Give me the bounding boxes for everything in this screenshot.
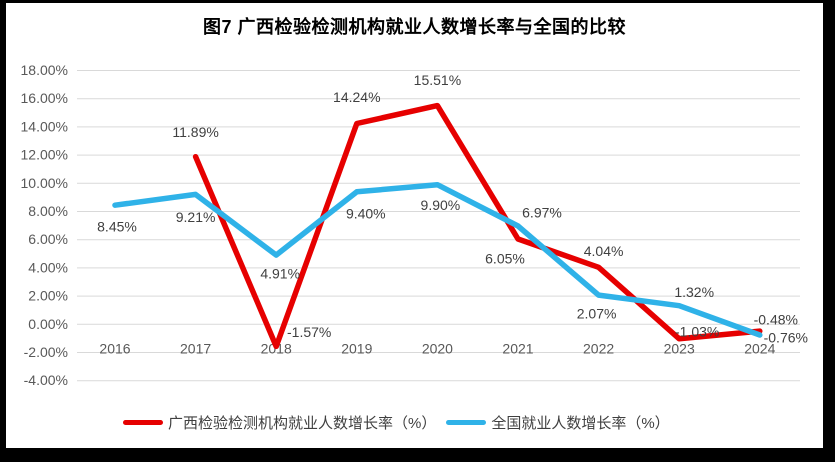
y-axis-tick-label: 12.00% (21, 147, 68, 163)
data-label: 8.45% (97, 219, 137, 235)
data-label: 9.40% (346, 205, 386, 221)
data-label: -1.03% (675, 323, 719, 339)
data-label: 9.90% (421, 197, 461, 213)
y-axis-tick-label: 2.00% (28, 288, 68, 304)
x-axis-tick-label: 2016 (99, 341, 130, 357)
x-axis-tick-label: 2017 (180, 341, 211, 357)
y-axis-tick-label: -2.00% (24, 344, 68, 360)
x-axis-tick-label: 2019 (341, 341, 372, 357)
data-label: 6.05% (485, 251, 525, 267)
y-axis-tick-label: 6.00% (28, 231, 68, 247)
x-axis-tick-label: 2021 (502, 341, 533, 357)
y-axis-tick-label: 0.00% (28, 316, 68, 332)
data-label: -0.48% (754, 312, 798, 328)
legend-label-guangxi: 广西检验检测机构就业人数增长率（%） (168, 415, 437, 432)
chart-title: 图7 广西检验检测机构就业人数增长率与全国的比较 (202, 17, 626, 37)
legend-label-national: 全国就业人数增长率（%） (491, 415, 670, 432)
legend-line-swatch-red-icon (123, 420, 163, 425)
y-axis-tick-label: 4.00% (28, 259, 68, 275)
data-label: 11.89% (172, 124, 218, 140)
line-chart-plot-area: 18.00% 16.00% 14.00% 12.00% 10.00% 8.00% 6.00%… (21, 62, 808, 388)
y-axis-tick-label: 16.00% (21, 90, 68, 106)
x-axis-tick-label: 2020 (422, 341, 453, 357)
y-axis-tick-label: 14.00% (21, 118, 68, 134)
x-axis-tick-label: 2023 (664, 341, 695, 357)
data-label: 1.32% (674, 284, 714, 300)
y-axis-tick-label: 8.00% (28, 203, 68, 219)
x-axis-tick-label: 2024 (744, 341, 775, 357)
data-label: 6.97% (522, 205, 562, 221)
y-axis-tick-label: -4.00% (24, 372, 68, 388)
data-label: -0.76% (764, 330, 808, 346)
data-label: 14.24% (333, 89, 380, 105)
series-line-0 (192, 102, 763, 350)
data-label: 9.21% (176, 209, 216, 225)
data-label: 2.07% (577, 306, 617, 322)
x-axis-tick-label: 2022 (583, 341, 614, 357)
legend-item-national: 全国就业人数增长率（%） (446, 412, 670, 433)
legend-item-guangxi: 广西检验检测机构就业人数增长率（%） (123, 412, 436, 433)
data-label: 4.91% (260, 266, 300, 282)
data-label: 15.51% (414, 72, 461, 88)
chart-canvas: 图7 广西检验检测机构就业人数增长率与全国的比较 18.00% 16.00% 14.… (6, 3, 823, 448)
legend-line-swatch-blue-icon (446, 420, 487, 425)
y-axis-tick-label: 10.00% (21, 175, 68, 191)
y-axis-tick-label: 18.00% (21, 62, 68, 78)
data-label: 4.04% (584, 243, 624, 259)
chart-legend: 广西检验检测机构就业人数增长率（%） 全国就业人数增长率（%） (123, 412, 670, 433)
series-line-1 (112, 181, 763, 338)
data-label: -1.57% (287, 324, 331, 340)
